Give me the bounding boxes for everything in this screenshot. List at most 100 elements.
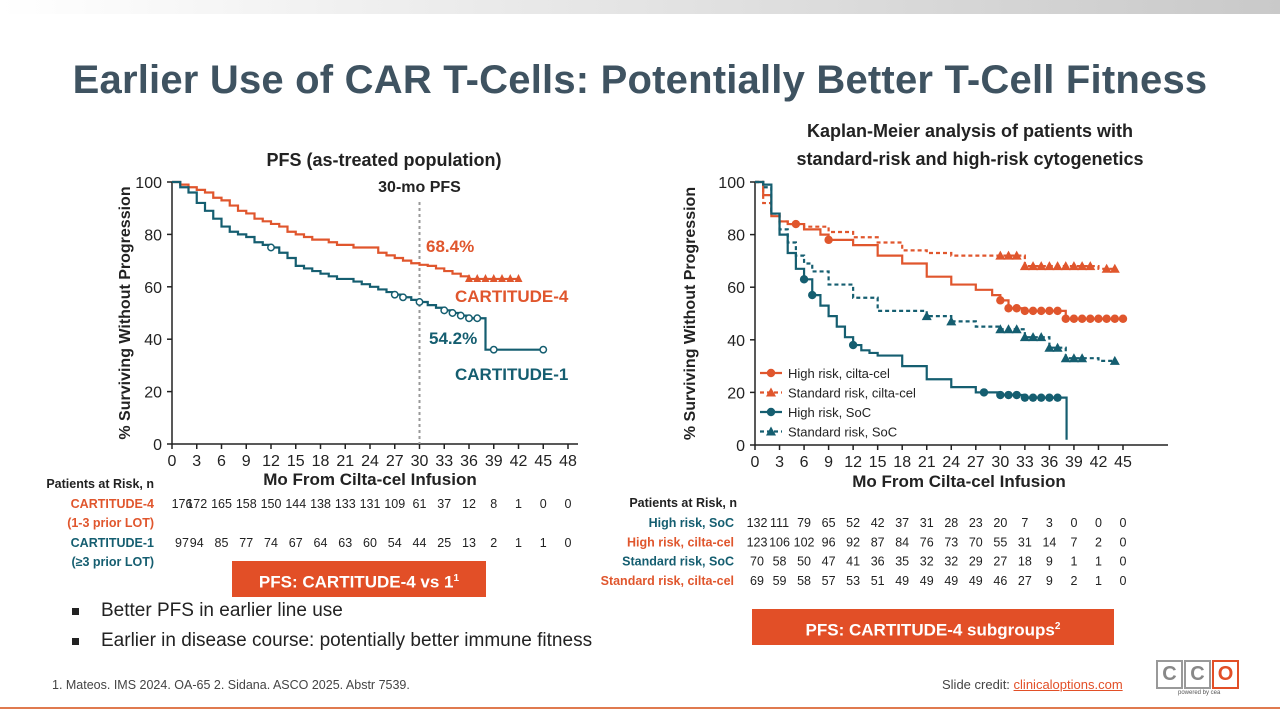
censor-marker	[1068, 261, 1079, 271]
callout-right-text: PFS: CARTITUDE-4 subgroups	[805, 620, 1055, 640]
y-axis-label: % Surviving Without Progression	[117, 186, 134, 439]
km-curve-standard-risk-soc	[755, 180, 1115, 362]
risk-cell: 73	[944, 535, 958, 549]
risk-cell: 70	[750, 555, 764, 569]
risk-cell: 138	[310, 497, 331, 511]
y-tick-label: 60	[727, 280, 745, 297]
risk-cell: 97	[175, 536, 189, 550]
risk-cell: 51	[871, 574, 885, 588]
credit-label: Slide credit:	[942, 677, 1014, 692]
slide-title: Earlier Use of CAR T-Cells: Potentially …	[72, 58, 1208, 102]
censor-mark	[399, 293, 407, 302]
bullet-text: Better PFS in earlier line use	[101, 600, 343, 621]
risk-cell: 12	[462, 497, 476, 511]
censor-marker	[1052, 261, 1063, 271]
x-tick-label: 39	[1065, 454, 1083, 471]
risk-cell: 172	[186, 497, 207, 511]
pfs-chart-left: PFS (as-treated population)0204060801000…	[46, 150, 578, 569]
x-tick-label: 3	[192, 453, 201, 470]
censor-marker	[1052, 342, 1063, 352]
callout-left-text: PFS: CARTITUDE-4 vs 1	[258, 572, 454, 592]
y-tick-label: 0	[153, 437, 162, 454]
risk-cell: 1	[540, 536, 547, 550]
censor-marker	[1118, 314, 1128, 323]
risk-cell: 1	[515, 536, 522, 550]
x-tick-label: 3	[775, 454, 784, 471]
bullet-item: Better PFS in earlier line use	[72, 600, 592, 622]
risk-row-sublabel: (≥3 prior LOT)	[71, 555, 154, 569]
credit-link[interactable]: clinicaloptions.com	[1013, 677, 1123, 692]
risk-cell: 54	[388, 536, 402, 550]
chart-title-line1: Kaplan-Meier analysis of patients with	[807, 121, 1133, 141]
risk-cell: 60	[363, 536, 377, 550]
censor-marker	[1102, 314, 1111, 323]
censor-marker	[1110, 314, 1120, 323]
risk-cell: 61	[413, 497, 427, 511]
label-cartitude4: CARTITUDE-4	[455, 287, 569, 306]
censor-marker	[1077, 261, 1088, 271]
risk-cell: 94	[190, 536, 204, 550]
censor-marker	[1094, 314, 1103, 323]
risk-cell: 49	[944, 574, 958, 588]
risk-cell: 7	[1021, 516, 1028, 530]
censor-mark	[481, 273, 490, 282]
risk-cell: 92	[846, 535, 860, 549]
censor-marker	[1061, 314, 1070, 323]
risk-cell: 27	[1018, 574, 1032, 588]
censor-mark	[539, 345, 548, 354]
x-tick-label: 12	[844, 454, 862, 471]
x-tick-label: 21	[918, 454, 936, 471]
censor-marker	[1028, 393, 1038, 402]
censor-marker	[799, 275, 809, 284]
censor-marker	[1044, 342, 1055, 352]
risk-cell: 150	[261, 497, 282, 511]
risk-cell: 36	[871, 555, 885, 569]
censor-mark	[473, 273, 482, 282]
censor-marker	[1019, 332, 1030, 342]
censor-marker	[1069, 314, 1079, 323]
km-curve-cartitude-1	[172, 180, 544, 351]
x-tick-label: 21	[336, 453, 354, 470]
x-axis-label: Mo From Cilta-cel Infusion	[852, 472, 1065, 491]
risk-cell: 158	[236, 497, 257, 511]
risk-cell: 47	[822, 555, 836, 569]
legend-marker	[766, 368, 776, 378]
risk-cell: 58	[797, 574, 811, 588]
censor-marker	[1004, 390, 1013, 400]
censor-marker	[921, 311, 932, 321]
risk-cell: 0	[565, 497, 572, 511]
censor-marker	[996, 296, 1005, 305]
risk-cell: 14	[1042, 535, 1056, 549]
risk-cell: 35	[895, 555, 909, 569]
censor-marker	[1045, 393, 1054, 402]
x-tick-label: 0	[168, 453, 177, 470]
censor-marker	[1028, 261, 1039, 271]
km-chart-right: Kaplan-Meier analysis of patients with st…	[601, 121, 1168, 588]
censor-marker	[1028, 306, 1038, 316]
y-tick-label: 20	[144, 385, 162, 402]
risk-cell: 1	[1095, 555, 1102, 569]
y-tick-label: 80	[144, 227, 162, 244]
censor-marker	[808, 290, 817, 300]
censor-mark	[514, 273, 523, 282]
censor-marker	[1068, 353, 1079, 363]
censor-marker	[1086, 314, 1095, 323]
bullet-list: Better PFS in earlier line use Earlier i…	[72, 600, 592, 660]
risk-cell: 25	[437, 536, 451, 550]
y-tick-label: 80	[727, 228, 745, 245]
risk-cell: 79	[797, 516, 811, 530]
logo-letter: C	[1184, 660, 1211, 689]
censor-marker	[1036, 261, 1047, 271]
x-tick-label: 48	[559, 453, 577, 470]
legend-marker	[766, 426, 776, 436]
censor-marker	[1053, 306, 1062, 316]
risk-cell: 20	[993, 516, 1007, 530]
risk-cell: 3	[1046, 516, 1053, 530]
x-tick-label: 33	[435, 453, 453, 470]
risk-cell: 131	[360, 497, 381, 511]
risk-cell: 53	[846, 574, 860, 588]
censor-marker	[1085, 261, 1096, 271]
risk-cell: 76	[920, 535, 934, 549]
risk-cell: 0	[1095, 516, 1102, 530]
risk-cell: 74	[264, 536, 278, 550]
